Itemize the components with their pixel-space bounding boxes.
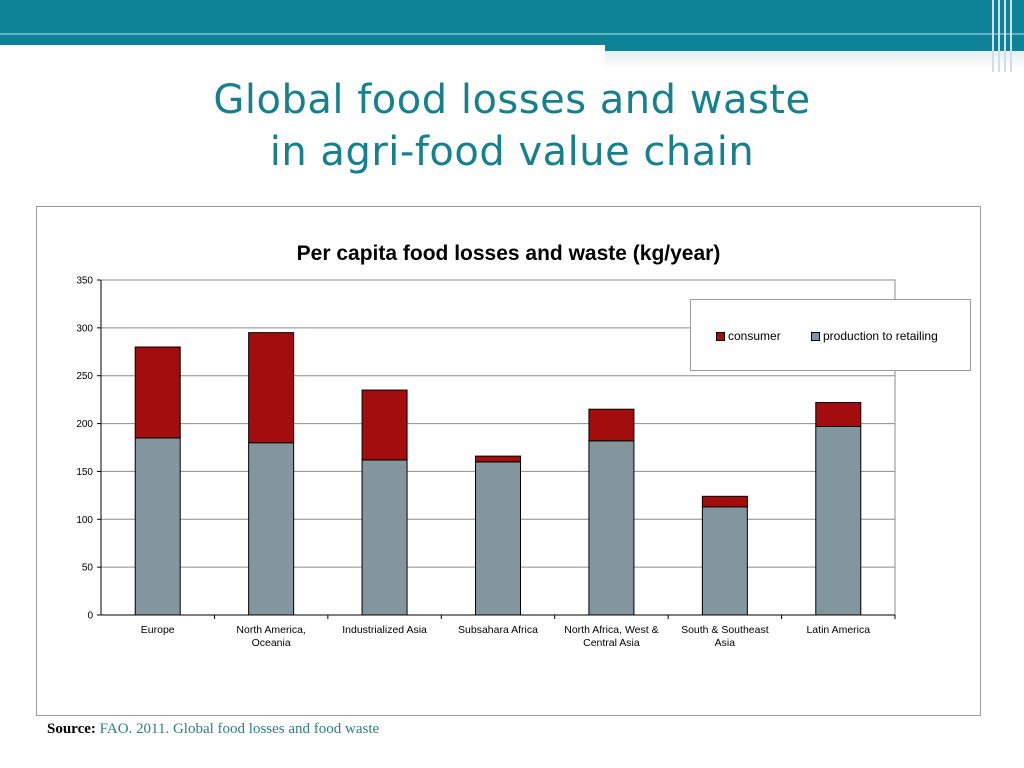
x-tick-label: South & Southeast: [681, 624, 769, 636]
y-tick-label: 300: [76, 323, 93, 334]
bar-segment: [134, 437, 181, 616]
x-tick-label: Central Asia: [583, 637, 640, 649]
legend-label-production: production to retailing: [823, 329, 938, 343]
y-tick-label: 350: [76, 276, 93, 287]
bar-segment: [134, 346, 181, 439]
bar-segment: [701, 495, 748, 508]
x-tick-label: Latin America: [806, 624, 870, 636]
source-text: FAO. 2011. Global food losses and food w…: [99, 721, 380, 737]
legend-swatch-production: [811, 331, 820, 341]
y-tick-label: 50: [82, 563, 94, 574]
header-shade: [605, 51, 1024, 69]
bar-segment: [248, 442, 295, 616]
bar-segment: [475, 455, 521, 463]
y-tick-label: 0: [87, 611, 93, 622]
bar-segment: [361, 389, 408, 461]
chart-legend: consumer production to retailing: [690, 299, 971, 371]
y-tick-label: 200: [76, 419, 93, 430]
x-tick-label: North Africa, West &: [564, 624, 658, 636]
bar-segment: [248, 332, 295, 444]
x-tick-label: Europe: [141, 624, 175, 636]
x-tick-label: Industrialized Asia: [342, 624, 427, 636]
source-label: Source:: [47, 721, 96, 737]
y-tick-label: 150: [76, 467, 93, 478]
legend-label-consumer: consumer: [728, 329, 781, 343]
bar-segment: [475, 461, 521, 616]
chart-title: Per capita food losses and waste (kg/yea…: [297, 242, 721, 265]
header-bar: [0, 0, 1024, 51]
bar-segment: [588, 408, 635, 442]
legend-item-consumer: consumer: [716, 329, 781, 343]
legend-item-production: production to retailing: [811, 329, 938, 343]
y-tick-label: 250: [76, 371, 93, 382]
bar-segment: [361, 459, 408, 616]
bar-segment: [815, 425, 862, 616]
slide-title: Global food losses and waste in agri-foo…: [0, 74, 1024, 178]
chart-svg: Per capita food losses and waste (kg/yea…: [76, 242, 896, 649]
y-tick-label: 100: [76, 515, 93, 526]
x-tick-label: Oceania: [252, 637, 291, 649]
bar-segment: [701, 506, 748, 616]
bar-segment: [815, 402, 862, 427]
legend-swatch-consumer: [716, 331, 725, 341]
header-accent-line: [0, 33, 1024, 35]
decorative-lines: [984, 0, 1024, 72]
x-tick-label: Asia: [715, 637, 736, 649]
chart-frame: Per capita food losses and waste (kg/yea…: [36, 206, 981, 716]
source-citation: Source: FAO. 2011. Global food losses an…: [47, 721, 379, 738]
slide-title-line-1: Global food losses and waste: [213, 77, 811, 123]
header-step: [605, 45, 1024, 51]
x-tick-label: Subsahara Africa: [458, 624, 538, 636]
slide-title-line-2: in agri-food value chain: [269, 129, 755, 175]
bar-segment: [588, 440, 635, 616]
x-tick-label: North America,: [236, 624, 305, 636]
